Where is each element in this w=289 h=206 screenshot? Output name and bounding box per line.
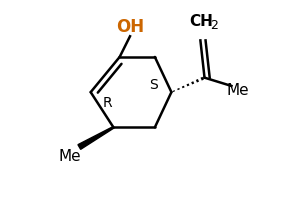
Text: CH: CH: [190, 14, 213, 29]
Text: Me: Me: [59, 148, 81, 163]
Text: 2: 2: [210, 19, 218, 32]
Text: OH: OH: [116, 18, 144, 36]
Text: S: S: [149, 77, 158, 91]
Text: R: R: [102, 96, 112, 110]
Text: Me: Me: [226, 82, 249, 97]
Polygon shape: [78, 127, 114, 150]
